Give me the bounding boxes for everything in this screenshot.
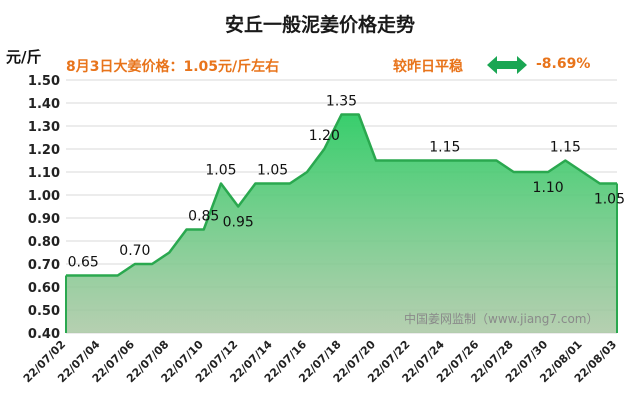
compare-value: -8.69% <box>536 56 591 72</box>
data-label: 1.35 <box>326 94 357 110</box>
data-label: 1.15 <box>429 140 460 156</box>
data-label: 1.20 <box>309 128 340 144</box>
series-line <box>66 113 617 277</box>
area-series <box>66 114 617 333</box>
data-label: 1.05 <box>257 163 288 179</box>
x-axis-ticks: 22/07/0222/07/0422/07/0622/07/0822/07/10… <box>21 338 619 386</box>
y-tick-label: 1.10 <box>28 166 60 181</box>
compare-label: 较昨日平稳 <box>393 59 463 75</box>
chart-title: 安丘一般泥姜价格走势 <box>224 14 415 36</box>
data-label: 0.85 <box>188 209 219 225</box>
data-label: 1.05 <box>205 163 236 179</box>
watermark: 中国姜网监制（www.jiang7.com） <box>404 311 598 326</box>
data-label: 1.15 <box>550 140 581 156</box>
y-tick-label: 1.50 <box>28 74 60 89</box>
data-label: 1.05 <box>594 192 625 208</box>
data-label: 1.10 <box>533 180 564 196</box>
y-tick-label: 0.50 <box>28 304 60 319</box>
y-tick-label: 0.60 <box>28 281 60 296</box>
y-tick-label: 0.40 <box>28 327 60 342</box>
area-fill <box>66 114 617 333</box>
y-tick-label: 1.00 <box>28 189 60 204</box>
y-tick-label: 0.70 <box>28 258 60 273</box>
double-arrow-icon <box>487 55 527 79</box>
y-tick-label: 0.90 <box>28 212 60 227</box>
data-labels: 0.65 0.70 0.85 1.05 0.95 1.05 1.20 1.35 1.15 1.10… <box>68 94 625 271</box>
y-axis-unit-label: 元/斤 <box>6 48 42 66</box>
y-axis-ticks: 0.40 0.50 0.60 0.70 0.80 0.90 1.00 1.10 1.20 1.30… <box>28 74 60 342</box>
data-label: 0.95 <box>223 215 254 231</box>
line-series <box>65 113 618 333</box>
y-tick-label: 1.40 <box>28 97 60 112</box>
price-note: 8月3日大姜价格：1.05元/斤左右 <box>66 59 280 75</box>
data-label: 0.65 <box>68 255 99 271</box>
y-tick-label: 0.80 <box>28 235 60 250</box>
y-tick-label: 1.30 <box>28 120 60 135</box>
y-tick-label: 1.20 <box>28 143 60 158</box>
data-label: 0.70 <box>119 243 150 259</box>
